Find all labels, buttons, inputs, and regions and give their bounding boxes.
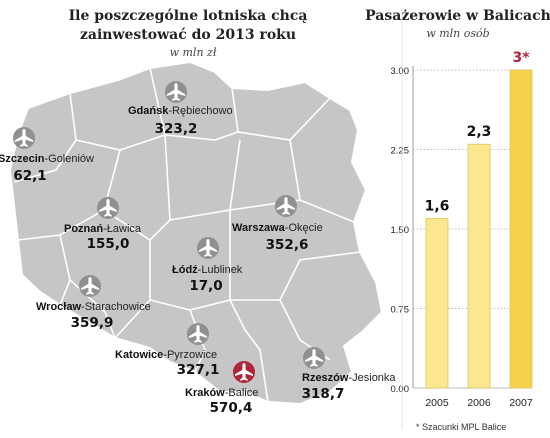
airport-name: Katowice-Pyrzowice [115,349,217,361]
airport-suffix: -Okęcie [285,222,323,234]
airport-suffix: -Ławica [103,223,142,235]
airport-investment-value: 570,4 [210,400,253,416]
airport-marker: Szczecin-Goleniów 62,1 [0,127,94,184]
airport-marker: Gdańsk-Rębiechowo 323,2 [128,81,233,137]
airport-city: Katowice [115,349,163,361]
airport-city: Poznań [64,223,103,235]
airplane-shape [15,129,33,147]
airport-city: Wrocław [36,301,81,313]
bar-unit: w mln osób [426,27,489,40]
airplane-icon [199,239,217,257]
airplane-icon [235,363,253,381]
airport-labels: Gdańsk-Rębiechowo 323,2 Szczecin-Goleniów 6… [0,81,396,416]
bar-title: Pasażerowie w Balicach [365,8,550,24]
y-tick-label: 0.75 [391,305,410,316]
airport-name: Poznań-Ławica [64,223,142,235]
airplane-shape [235,363,253,381]
airplane-shape [199,239,217,257]
airport-investment-value: 327,1 [177,362,220,378]
airplane-icon [81,277,99,295]
airplane-shape [277,197,295,215]
airport-name: Gdańsk-Rębiechowo [128,105,233,117]
airport-name: Warszawa-Okęcie [232,222,323,234]
airport-name: Łódź-Lublinek [172,264,243,276]
airport-city: Gdańsk [128,105,169,117]
airport-suffix: -Rębiechowo [168,105,232,117]
airplane-shape [189,325,207,343]
bar [467,143,491,389]
airplane-icon [15,129,33,147]
map-title-line1: Ile poszczególne lotniska chcą [69,8,308,24]
map-title-line2: zainwestować do 2013 roku [80,27,296,43]
airport-suffix: -Goleniów [44,153,94,165]
airplane-icon [305,349,323,367]
airport-city: Szczecin [0,153,45,165]
airplane-icon [189,325,207,343]
y-tick-label: 2.25 [391,146,410,157]
passenger-bar-chart: 0.00 0.75 1.50 2.25 3.00 1,6 2005 2,3 2006 3* 2007 [391,8,533,430]
airport-investment-value: 155,0 [87,236,130,252]
airport-city: Kraków [185,387,225,399]
map-unit: w mln zł [170,46,217,59]
airport-marker: Łódź-Lublinek 17,0 [172,237,243,294]
y-tick-label: 1.50 [391,225,410,236]
bar-value-label: 2,3 [467,124,492,140]
airplane-icon [99,199,117,217]
x-tick-label: 2006 [467,397,491,409]
airport-name: Wrocław-Starachowice [36,301,151,313]
airplane-icon [167,83,185,101]
airport-city: Rzeszów [302,372,349,384]
airport-investment-value: 323,2 [155,121,198,137]
y-tick-label: 0.00 [391,384,410,395]
bar-value-label: 3* [512,50,530,66]
airport-investment-value: 359,9 [71,315,114,331]
airport-name: Szczecin-Goleniów [0,153,94,165]
airplane-icon [277,197,295,215]
bar-footnote: * Szacunki MPL Balice [416,422,506,432]
airport-name: Rzeszów-Jesionka [302,372,396,384]
airport-suffix: -Jesionka [348,372,396,384]
airport-marker: Wrocław-Starachowice 359,9 [36,275,151,331]
airport-city: Warszawa [232,222,286,234]
bar-value-label: 1,6 [425,198,450,214]
airport-city: Łódź [172,264,198,276]
airport-name: Kraków-Balice [185,387,258,399]
bar [425,217,449,389]
airport-investment-value: 318,7 [302,386,345,402]
bar [509,69,533,389]
x-tick-label: 2007 [509,397,533,409]
airport-marker: Warszawa-Okęcie 352,6 [232,195,323,253]
airport-investment-value: 62,1 [13,168,46,184]
airport-suffix: -Starachowice [81,301,151,313]
x-tick-label: 2005 [425,397,449,409]
airport-investment-value: 17,0 [189,278,222,294]
airplane-shape [81,277,99,295]
airport-suffix: -Lublinek [198,264,243,276]
airplane-shape [167,83,185,101]
y-tick-label: 3.00 [391,66,410,77]
airport-investment-value: 352,6 [266,237,309,253]
airplane-shape [99,199,117,217]
airport-suffix: -Balice [225,387,259,399]
airplane-shape [305,349,323,367]
airport-suffix: -Pyrzowice [163,349,217,361]
